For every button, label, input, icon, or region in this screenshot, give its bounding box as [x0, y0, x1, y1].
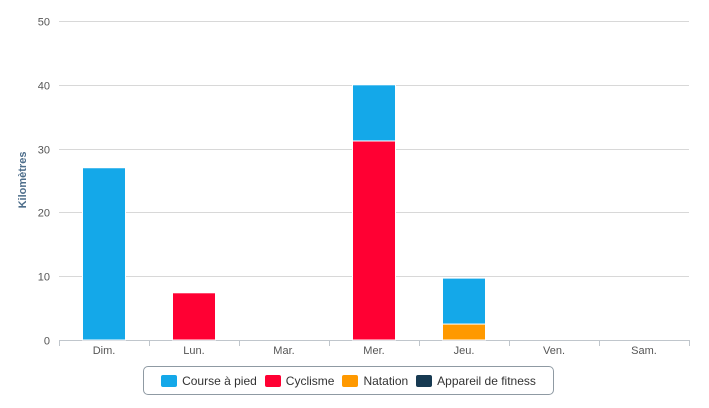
- bar-course-pied-dim[interactable]: [82, 167, 126, 341]
- bar-cyclisme-lun[interactable]: [172, 292, 216, 341]
- chart-svg: 0 10 20 30 40 50 Dim. Lun. Mar. Mer. Jeu. Ven. Sam.…: [17, 17, 690, 357]
- bar-course-pied-mer[interactable]: [352, 84, 396, 142]
- x-tick-label: Sam.: [631, 345, 657, 357]
- legend-swatch: [342, 374, 359, 387]
- bar-natation-jeu[interactable]: [442, 323, 486, 341]
- x-tick-label: Dim.: [93, 345, 116, 357]
- bar-course-pied-jeu[interactable]: [442, 277, 486, 325]
- x-tick-label: Lun.: [183, 345, 204, 357]
- bar-cyclisme-mer[interactable]: [352, 140, 396, 341]
- legend-label: Cyclisme: [285, 373, 335, 388]
- legend-item[interactable]: Course à pied: [161, 374, 257, 388]
- legend-item[interactable]: Appareil de fitness: [416, 374, 536, 388]
- y-tick-label: 10: [38, 272, 50, 284]
- x-tick-label: Mer.: [363, 345, 384, 357]
- y-tick-label: 50: [38, 17, 50, 29]
- y-tick-label: 20: [38, 208, 50, 220]
- legend-label: Natation: [363, 373, 409, 388]
- y-tick-label: 0: [44, 336, 50, 348]
- legend-label: Appareil de fitness: [437, 373, 536, 388]
- y-axis-tick-labels: 0 10 20 30 40 50: [38, 17, 50, 348]
- x-tick-label: Mar.: [273, 345, 294, 357]
- legend-label: Course à pied: [182, 373, 257, 388]
- x-tick-label: Ven.: [543, 345, 565, 357]
- x-tick-label: Jeu.: [454, 345, 475, 357]
- bar-series: [82, 84, 486, 341]
- legend-swatch: [161, 374, 178, 387]
- legend-swatch: [416, 374, 433, 387]
- chart-legend: Course à pied Cyclisme Natation Appareil de…: [143, 366, 554, 395]
- legend-swatch: [264, 374, 281, 387]
- y-tick-label: 40: [38, 81, 50, 93]
- y-axis-title: Kilomètres: [17, 152, 29, 209]
- legend-item[interactable]: Cyclisme: [264, 373, 335, 388]
- x-axis-tick-labels: Dim. Lun. Mar. Mer. Jeu. Ven. Sam.: [93, 345, 657, 357]
- legend-item[interactable]: Natation: [342, 374, 408, 388]
- y-tick-label: 30: [38, 145, 50, 157]
